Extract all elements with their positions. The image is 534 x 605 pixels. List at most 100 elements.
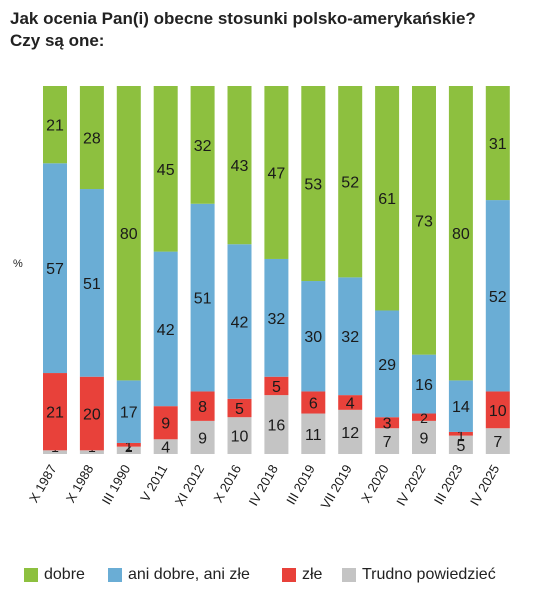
bar-segment-ani-dobre-ani-zle-iii-2019 xyxy=(301,281,326,392)
bar-segment-trudno-powiedziec-vii-2019 xyxy=(338,409,363,454)
legend-label-ani-dobre-ani-zle: ani dobre, ani złe xyxy=(128,566,250,583)
bar-segment-ani-dobre-ani-zle-iii-1990 xyxy=(116,380,141,443)
bar-segment-trudno-powiedziec-xi-2012 xyxy=(190,420,215,454)
legend: dobre ani dobre, ani złe złe Trudno powi… xyxy=(0,562,534,588)
bar-segment-ani-dobre-ani-zle-x-1988 xyxy=(79,189,104,377)
bar-segment-ani-dobre-ani-zle-iii-2023 xyxy=(448,380,473,432)
bar-segment-trudno-powiedziec-v-2011 xyxy=(153,439,178,454)
bar-segment-ani-dobre-ani-zle-x-2020 xyxy=(375,310,400,418)
value-label-trudno-powiedziec-iv-2022: 9 xyxy=(420,430,429,447)
bar-segment-zle-iii-1990 xyxy=(116,442,141,447)
value-label-ani-dobre-ani-zle-iv-2018: 32 xyxy=(268,311,286,328)
legend-item-trudno-powiedziec: Trudno powiedzieć xyxy=(342,562,496,588)
value-label-ani-dobre-ani-zle-v-2011: 42 xyxy=(157,322,175,339)
bar-segment-zle-iv-2025 xyxy=(485,391,510,429)
bar-segment-ani-dobre-ani-zle-vii-2019 xyxy=(338,277,363,396)
value-label-ani-dobre-ani-zle-x-2016: 42 xyxy=(231,315,249,332)
value-label-trudno-powiedziec-iii-2023: 5 xyxy=(456,438,465,455)
x-tick-label-iv-2022: IV 2022 xyxy=(393,462,428,508)
value-label-trudno-powiedziec-x-2020: 7 xyxy=(383,434,392,451)
value-label-ani-dobre-ani-zle-x-1987: 57 xyxy=(46,261,64,278)
legend-item-ani-dobre-ani-zle: ani dobre, ani złe xyxy=(108,562,250,588)
chart-title: Jak ocenia Pan(i) obecne stosunki polsko… xyxy=(10,8,530,52)
x-tick-label-xi-2012: XI 2012 xyxy=(172,462,207,508)
value-label-ani-dobre-ani-zle-iii-2019: 30 xyxy=(304,329,322,346)
value-label-zle-iv-2025: 10 xyxy=(489,403,507,420)
bar-segment-ani-dobre-ani-zle-xi-2012 xyxy=(190,203,215,392)
bar-segment-dobre-x-1987 xyxy=(43,86,67,164)
value-label-zle-x-2016: 5 xyxy=(235,401,244,418)
value-label-zle-iii-2023: 1 xyxy=(457,427,465,443)
bar-segment-trudno-powiedziec-x-2016 xyxy=(227,417,252,454)
bar-segment-trudno-powiedziec-iv-2018 xyxy=(264,395,289,454)
value-label-ani-dobre-ani-zle-xi-2012: 51 xyxy=(194,291,212,308)
value-label-trudno-powiedziec-iv-2025: 7 xyxy=(493,434,502,451)
value-label-trudno-powiedziec-iii-1990: 2 xyxy=(125,439,133,455)
legend-item-dobre: dobre xyxy=(24,562,85,588)
value-label-dobre-iv-2025: 31 xyxy=(489,136,507,153)
x-tick-label-iii-2023: III 2023 xyxy=(431,462,466,507)
value-label-zle-v-2011: 9 xyxy=(161,416,170,433)
value-label-zle-x-1987: 21 xyxy=(46,405,64,422)
bar-segment-dobre-iv-2022 xyxy=(412,86,436,355)
bar-segment-zle-xi-2012 xyxy=(190,391,215,421)
bar-segment-zle-iii-2023 xyxy=(448,431,473,436)
value-label-ani-dobre-ani-zle-x-2020: 29 xyxy=(378,357,396,374)
value-label-ani-dobre-ani-zle-iv-2022: 16 xyxy=(415,377,433,394)
value-label-trudno-powiedziec-xi-2012: 9 xyxy=(198,430,207,447)
bar-segment-dobre-iv-2018 xyxy=(264,86,289,259)
value-label-dobre-x-2020: 61 xyxy=(378,191,396,208)
value-label-trudno-powiedziec-iv-2018: 16 xyxy=(268,418,286,435)
bar-segment-trudno-powiedziec-x-1987 xyxy=(43,450,67,454)
bar-segment-zle-iv-2018 xyxy=(264,376,289,396)
bar-segment-trudno-powiedziec-x-2020 xyxy=(375,428,400,454)
value-label-trudno-powiedziec-vii-2019: 12 xyxy=(341,425,359,442)
x-tick-label-iv-2025: IV 2025 xyxy=(467,462,502,508)
x-tick-label-iv-2018: IV 2018 xyxy=(246,462,281,508)
value-label-dobre-iii-2023: 80 xyxy=(452,226,470,243)
bar-segment-dobre-xi-2012 xyxy=(190,86,215,204)
value-label-trudno-powiedziec-v-2011: 4 xyxy=(161,440,170,457)
bar-segment-zle-iv-2022 xyxy=(412,413,436,421)
value-label-zle-iv-2018: 5 xyxy=(272,379,281,396)
legend-label-trudno-powiedziec: Trudno powiedzieć xyxy=(362,566,496,583)
legend-label-dobre: dobre xyxy=(44,566,85,583)
bar-segment-dobre-vii-2019 xyxy=(338,86,363,278)
bar-segment-trudno-powiedziec-iv-2025 xyxy=(485,428,510,454)
bar-segment-dobre-iii-2023 xyxy=(448,86,473,381)
bar-segment-trudno-powiedziec-x-1988 xyxy=(79,450,104,454)
unit-label: % xyxy=(13,258,23,270)
value-label-dobre-iii-1990: 80 xyxy=(120,226,138,243)
legend-label-zle: złe xyxy=(302,566,323,583)
x-tick-label-x-1987: X 1987 xyxy=(26,462,60,505)
legend-swatch-ani-dobre-ani-zle xyxy=(108,568,122,582)
x-tick-label-iii-1990: III 1990 xyxy=(99,462,134,507)
legend-swatch-dobre xyxy=(24,568,38,582)
x-tick-label-v-2011: V 2011 xyxy=(137,462,170,504)
value-label-ani-dobre-ani-zle-iii-1990: 17 xyxy=(120,405,138,422)
bar-segment-dobre-iii-1990 xyxy=(116,86,141,381)
bar-segment-ani-dobre-ani-zle-iv-2025 xyxy=(485,200,510,392)
bar-segment-trudno-powiedziec-iv-2022 xyxy=(412,420,436,454)
value-label-zle-xi-2012: 8 xyxy=(198,399,207,416)
bar-segment-dobre-v-2011 xyxy=(153,86,178,252)
bar-segment-dobre-x-2020 xyxy=(375,86,400,311)
value-label-ani-dobre-ani-zle-iii-2023: 14 xyxy=(452,399,470,416)
value-label-trudno-powiedziec-iii-2019: 11 xyxy=(305,427,322,444)
bar-segment-zle-v-2011 xyxy=(153,406,178,440)
bar-segment-dobre-x-1988 xyxy=(79,86,104,190)
bar-segment-zle-x-2020 xyxy=(375,417,400,429)
bar-segment-trudno-powiedziec-iii-1990 xyxy=(116,446,141,454)
legend-swatch-zle xyxy=(282,568,296,582)
bar-segment-ani-dobre-ani-zle-x-1987 xyxy=(43,163,67,374)
value-label-dobre-v-2011: 45 xyxy=(157,162,175,179)
bar-segment-zle-x-2016 xyxy=(227,398,252,418)
bar-segment-zle-x-1987 xyxy=(43,373,67,451)
value-label-zle-x-2020: 3 xyxy=(383,416,392,433)
bar-segment-trudno-powiedziec-iii-2023 xyxy=(448,435,473,454)
value-label-trudno-powiedziec-x-2016: 10 xyxy=(231,429,249,446)
x-tick-label-x-2016: X 2016 xyxy=(211,462,245,505)
x-tick-label-iii-2019: III 2019 xyxy=(283,462,318,507)
legend-item-zle: złe xyxy=(282,562,322,588)
